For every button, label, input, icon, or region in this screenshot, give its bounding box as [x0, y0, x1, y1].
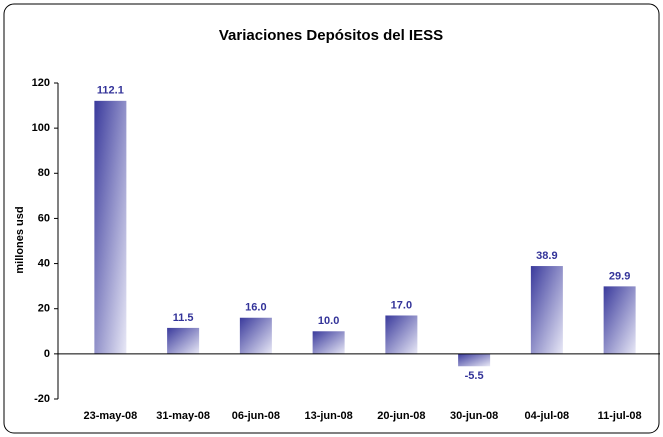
chart-title: Variaciones Depósitos del IESS [219, 27, 443, 44]
bar [239, 317, 272, 354]
y-tick-label: -20 [34, 393, 50, 405]
x-tick-label: 30-jun-08 [450, 410, 498, 422]
chart-border [3, 3, 660, 434]
value-label: 16.0 [245, 302, 266, 314]
y-axis-label: millones usd [14, 206, 26, 273]
x-tick-label: 11-jul-08 [598, 410, 642, 422]
y-tick-label: 120 [32, 77, 50, 89]
bar [312, 331, 345, 354]
value-label: 17.0 [391, 299, 412, 311]
x-tick-label: 23-may-08 [83, 410, 137, 422]
x-tick-label: 20-jun-08 [377, 410, 425, 422]
x-tick-label: 04-jul-08 [525, 410, 570, 422]
y-tick-label: 40 [38, 257, 50, 269]
bar [530, 266, 563, 354]
value-label: -5.5 [465, 370, 484, 382]
bar [167, 327, 200, 354]
y-tick-label: 100 [32, 122, 50, 134]
x-tick-label: 13-jun-08 [304, 410, 352, 422]
value-label: 11.5 [173, 312, 194, 324]
y-tick-label: 80 [38, 167, 50, 179]
y-tick-label: 60 [38, 212, 50, 224]
x-tick-label: 31-may-08 [156, 410, 210, 422]
bar [94, 100, 127, 354]
value-label: 29.9 [609, 270, 630, 282]
value-label: 38.9 [536, 250, 557, 262]
bar [385, 315, 418, 354]
bar [458, 353, 491, 367]
value-label: 10.0 [318, 315, 339, 327]
bar [603, 286, 636, 354]
value-label: 112.1 [97, 85, 124, 97]
y-tick-label: 20 [38, 303, 50, 315]
x-tick-label: 06-jun-08 [232, 410, 280, 422]
y-tick-label: 0 [44, 348, 50, 360]
